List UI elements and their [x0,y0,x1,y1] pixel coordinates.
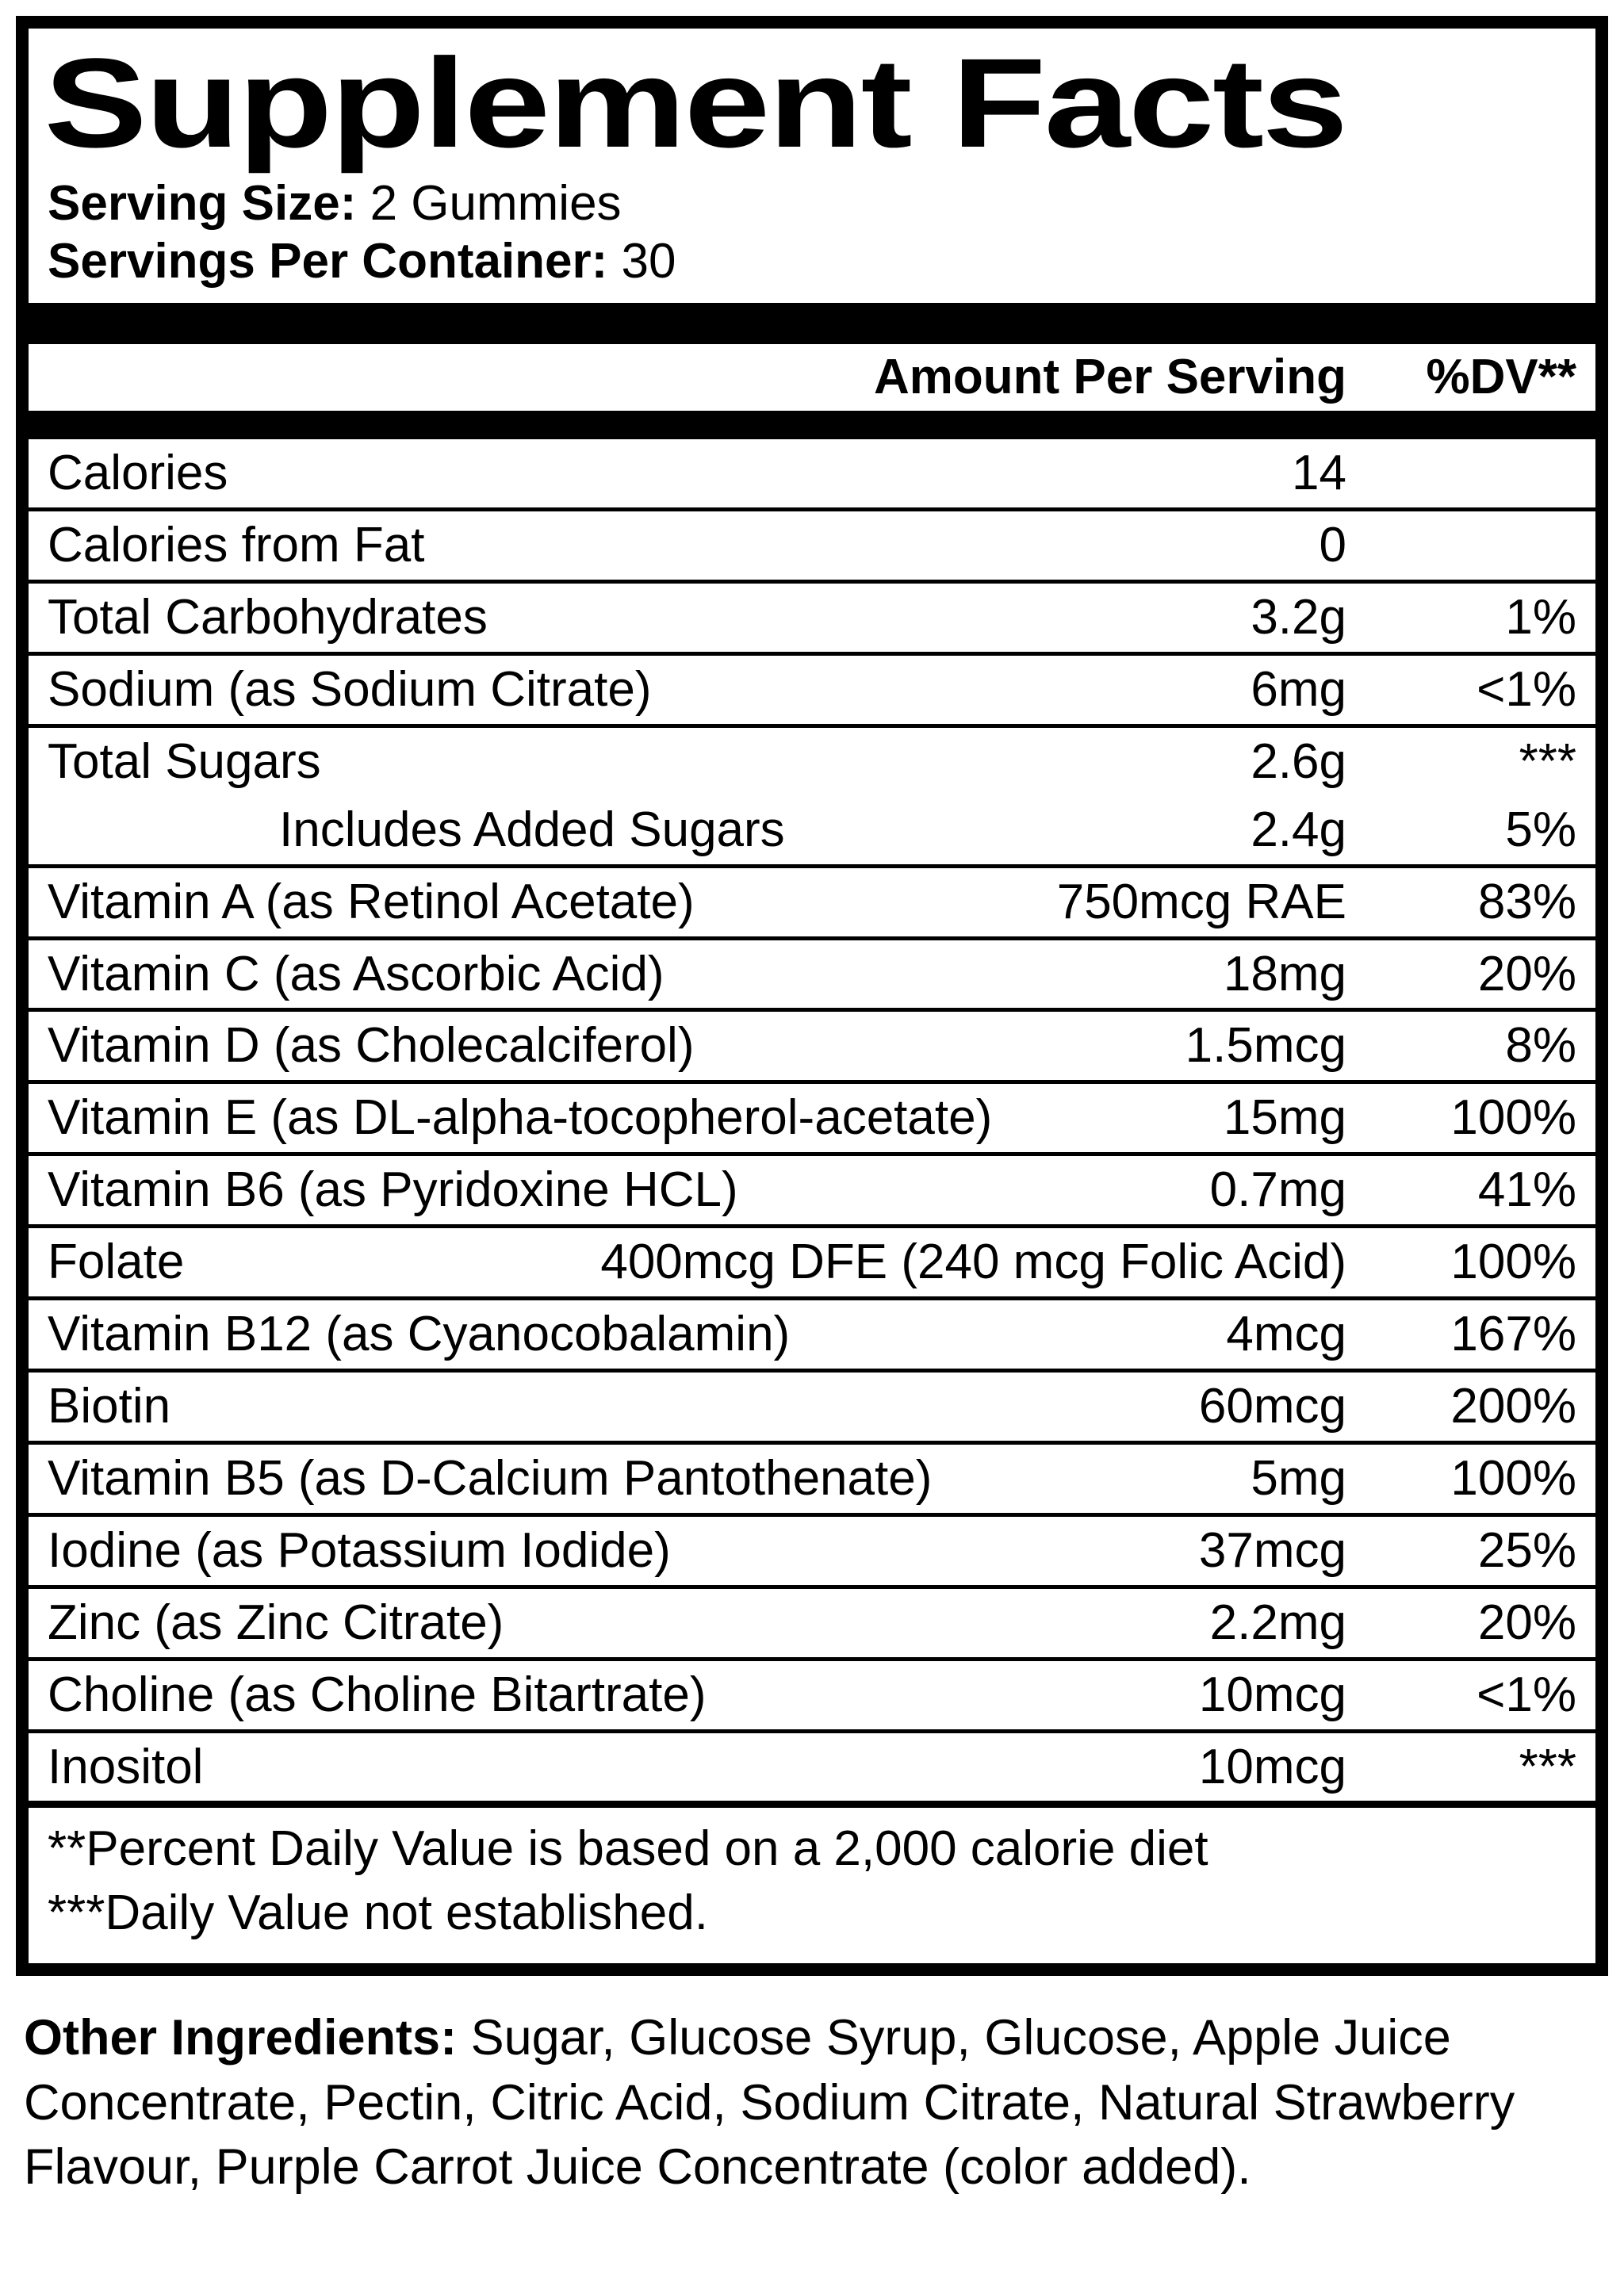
nutrient-amount: 5mg [1251,1450,1346,1506]
nutrient-amount: 6mg [1251,661,1346,717]
nutrient-dv: 8% [1505,1018,1576,1074]
row-vitamin-a: Vitamin A (as Retinol Acetate) 750mcg RA… [29,863,1595,936]
row-includes-added-sugars: Includes Added Sugars 2.4g 5% [29,796,1595,864]
footnotes: **Percent Daily Value is based on a 2,00… [29,1801,1595,1962]
nutrient-name: Total Carbohydrates [48,590,488,645]
nutrient-name: Vitamin C (as Ascorbic Acid) [48,946,665,1001]
row-vitamin-b12: Vitamin B12 (as Cyanocobalamin) 4mcg 167… [29,1296,1595,1369]
nutrient-amount: 2.2mg [1209,1595,1346,1650]
nutrient-amount: 2.4g [1251,802,1346,857]
nutrient-amount: 10mcg [1198,1667,1346,1722]
nutrient-dv: 1% [1505,590,1576,645]
nutrient-amount: 15mg [1223,1090,1346,1146]
nutrient-name: Iodine (as Potassium Iodide) [48,1522,671,1578]
nutrient-amount: 0.7mg [1209,1162,1346,1218]
table-header-row: Amount Per Serving %DV** [29,344,1595,411]
nutrient-amount: 750mcg RAE [1056,874,1346,929]
servings-per-container-label: Servings Per Container: [48,234,608,289]
row-vitamin-b6: Vitamin B6 (as Pyridoxine HCL) 0.7mg 41% [29,1152,1595,1224]
row-vitamin-e: Vitamin E (as DL-alpha-tocopherol-acetat… [29,1080,1595,1152]
footnote-not-established: ***Daily Value not established. [48,1886,708,1941]
nutrient-name: Vitamin D (as Cholecalciferol) [48,1018,695,1074]
row-iodine: Iodine (as Potassium Iodide) 37mcg 25% [29,1512,1595,1585]
nutrient-name: Calories from Fat [48,518,425,573]
nutrient-amount: 4mcg [1226,1307,1346,1362]
servings-per-container-line: Servings Per Container: 30 [48,232,1576,290]
row-total-carbohydrates: Total Carbohydrates 3.2g 1% [29,580,1595,652]
row-sodium: Sodium (as Sodium Citrate) 6mg <1% [29,651,1595,724]
nutrient-name: Includes Added Sugars [279,802,785,857]
nutrient-name: Vitamin B6 (as Pyridoxine HCL) [48,1162,738,1218]
nutrient-dv: 20% [1477,1595,1576,1650]
nutrient-name: Choline (as Choline Bitartrate) [48,1667,707,1722]
nutrient-dv: 25% [1477,1522,1576,1578]
nutrient-dv: <1% [1477,1667,1576,1722]
nutrient-amount: 37mcg [1198,1522,1346,1578]
row-calories-from-fat: Calories from Fat 0 [29,507,1595,580]
nutrient-amount: 0 [1319,518,1346,573]
nutrient-amount: 400mcg DFE (240 mcg Folic Acid) [600,1235,1346,1290]
nutrient-name: Vitamin B5 (as D-Calcium Pantothenate) [48,1450,933,1506]
serving-size-label: Serving Size: [48,176,357,231]
nutrient-name: Vitamin E (as DL-alpha-tocopherol-acetat… [48,1090,993,1146]
divider-medium-header [29,411,1595,440]
nutrient-dv: 100% [1450,1090,1576,1146]
serving-size-line: Serving Size: 2 Gummies [48,174,1576,232]
row-calories: Calories 14 [29,439,1595,507]
nutrient-amount: 2.6g [1251,733,1346,789]
row-biotin: Biotin 60mcg 200% [29,1369,1595,1441]
nutrient-dv: 83% [1477,874,1576,929]
nutrient-name: Folate [48,1235,185,1290]
nutrient-amount: 14 [1292,446,1346,501]
nutrient-name: Zinc (as Zinc Citrate) [48,1595,504,1650]
nutrient-name: Calories [48,446,228,501]
header-percent-dv: %DV** [1426,350,1576,405]
supplement-facts-panel: Supplement Facts Serving Size: 2 Gummies… [16,16,1608,1976]
nutrient-dv: 200% [1450,1379,1576,1434]
panel-title: Supplement Facts [44,32,1349,174]
nutrient-amount: 1.5mcg [1185,1018,1346,1074]
nutrient-amount: 10mcg [1198,1739,1346,1794]
nutrient-name: Sodium (as Sodium Citrate) [48,661,652,717]
other-ingredients-label: Other Ingredients: [24,2009,458,2066]
row-vitamin-d: Vitamin D (as Cholecalciferol) 1.5mcg 8% [29,1008,1595,1080]
nutrient-name: Total Sugars [48,733,321,789]
header-amount-per-serving: Amount Per Serving [874,350,1346,405]
serving-size-value: 2 Gummies [370,176,622,231]
nutrient-dv: 20% [1477,946,1576,1001]
nutrient-dv: 5% [1505,802,1576,857]
other-ingredients-text: Sugar, Glucose Syrup, Glucose, Apple Jui… [24,2009,1515,2196]
footnote-daily-value: **Percent Daily Value is based on a 2,00… [48,1821,1208,1877]
row-total-sugars: Total Sugars 2.6g *** Includes Added Sug… [29,723,1595,864]
row-folate: Folate 400mcg DFE (240 mcg Folic Acid) 1… [29,1224,1595,1296]
serving-info: Serving Size: 2 Gummies Servings Per Con… [29,167,1595,303]
nutrient-dv: 100% [1450,1450,1576,1506]
other-ingredients: Other Ingredients: Sugar, Glucose Syrup,… [24,2006,1586,2201]
servings-per-container-value: 30 [621,234,676,289]
nutrient-dv: <1% [1477,661,1576,717]
nutrient-table: Calories 14 Calories from Fat 0 Total Ca… [29,439,1595,1801]
row-vitamin-c: Vitamin C (as Ascorbic Acid) 18mg 20% [29,936,1595,1009]
total-sugars-main-line: Total Sugars 2.6g *** [29,728,1595,796]
nutrient-amount: 60mcg [1198,1379,1346,1434]
row-choline: Choline (as Choline Bitartrate) 10mcg <1… [29,1656,1595,1729]
nutrient-name: Vitamin B12 (as Cyanocobalamin) [48,1307,791,1362]
row-zinc: Zinc (as Zinc Citrate) 2.2mg 20% [29,1584,1595,1657]
nutrient-amount: 18mg [1223,946,1346,1001]
row-vitamin-b5: Vitamin B5 (as D-Calcium Pantothenate) 5… [29,1440,1595,1513]
nutrient-name: Biotin [48,1379,171,1434]
nutrient-dv: 41% [1477,1162,1576,1218]
nutrient-dv: 167% [1450,1307,1576,1362]
nutrient-name: Vitamin A (as Retinol Acetate) [48,874,695,929]
nutrient-amount: 3.2g [1251,590,1346,645]
nutrient-dv: *** [1519,733,1576,789]
nutrient-name: Inositol [48,1739,204,1794]
divider-thick-top [29,303,1595,345]
nutrient-dv: 100% [1450,1235,1576,1290]
row-inositol: Inositol 10mcg *** [29,1729,1595,1801]
nutrient-dv: *** [1519,1739,1576,1794]
